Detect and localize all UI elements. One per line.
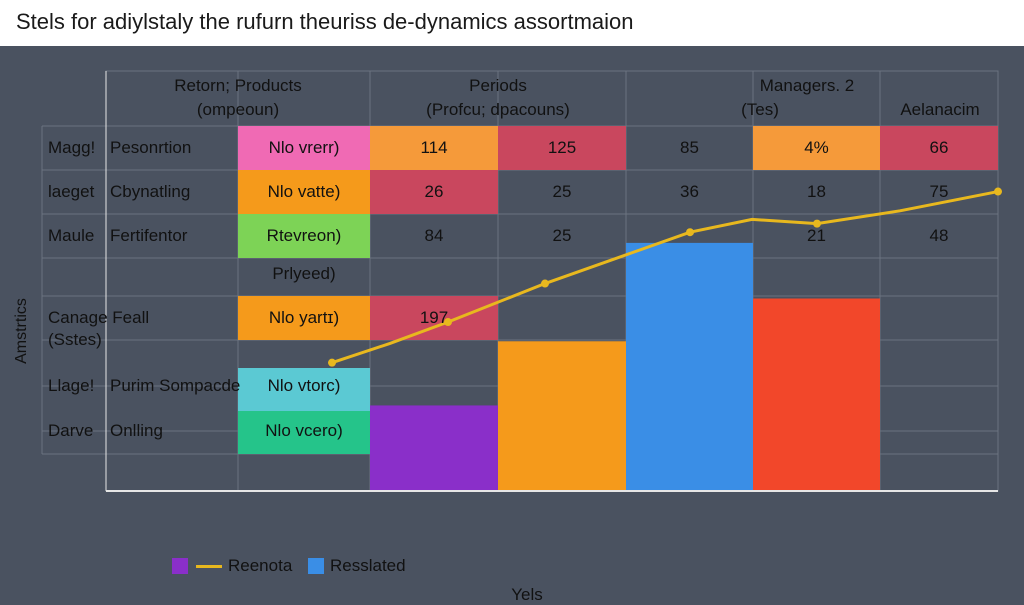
- row-name: Pesonrtion: [110, 138, 192, 157]
- row-code: Darve: [48, 421, 94, 440]
- header-col1: Retorn; Products: [174, 76, 302, 95]
- header-col1-sub: (ompeoun): [196, 100, 280, 119]
- value-label: 75: [929, 182, 949, 201]
- header-col3-sub: (Tes): [741, 100, 779, 119]
- row-name: Onlling: [110, 421, 163, 440]
- row-code: laeget: [48, 182, 95, 201]
- header-col3: Managers. 2: [759, 76, 855, 95]
- value-cell: [498, 126, 626, 170]
- row-tag: Prlyeed): [272, 264, 336, 283]
- value-label: 84: [424, 226, 444, 245]
- line-point: [813, 219, 821, 228]
- header-col2-sub: (Profcu; dpacouns): [426, 100, 570, 119]
- line-point: [444, 318, 452, 327]
- line-point: [541, 279, 549, 288]
- value-cell: [753, 126, 880, 170]
- chart-area: Retorn; Products (ompeoun) Periods (Profcu;…: [0, 46, 1024, 604]
- tag-cell: [238, 170, 370, 214]
- value-label: 25: [552, 182, 572, 201]
- title-bar: Stels for adiylstaly the rufurn theuriss…: [0, 0, 1024, 46]
- legend-item-reenota: Reenota: [172, 556, 292, 576]
- tag-cell: [238, 296, 370, 340]
- row-name: Purim Sompacde: [110, 376, 241, 395]
- tag-cell: [238, 411, 370, 454]
- value-label: 197: [419, 308, 449, 327]
- row-code: Canage Feall: [48, 308, 150, 327]
- legend-label: Resslated: [330, 556, 406, 575]
- value-label: 4%: [804, 138, 829, 157]
- value-label: 18: [807, 182, 826, 201]
- page-title: Stels for adiylstaly the rufurn theuriss…: [16, 9, 634, 34]
- tag-cell: [238, 368, 370, 411]
- legend-line-icon: [196, 564, 222, 568]
- value-label: 48: [929, 226, 949, 245]
- row-tag: Nlo vtorc): [267, 376, 341, 395]
- bar: [370, 405, 498, 491]
- line-point: [686, 228, 694, 237]
- tag-cell: [238, 214, 370, 258]
- value-label: 25: [552, 226, 572, 245]
- value-cell: [880, 126, 998, 170]
- legend-swatch-blue: [308, 558, 324, 574]
- row-code: Maule: [48, 226, 95, 245]
- value-label: 85: [680, 138, 699, 157]
- chart-plot: [41, 70, 1002, 492]
- header-col4: Aelanacim: [900, 100, 980, 119]
- row-tag: Nlo yartɪ): [268, 308, 340, 327]
- value-label: 66: [929, 138, 949, 157]
- legend-swatch-purple: [172, 558, 188, 574]
- header-col2: Periods: [469, 76, 527, 95]
- row-tag: Nlo vrerr): [268, 138, 340, 157]
- bar: [753, 298, 880, 491]
- line-point: [328, 358, 336, 367]
- row-tag: Nlo vatte): [267, 182, 341, 201]
- row-code: Magg!: [48, 138, 96, 157]
- bar: [626, 242, 753, 491]
- tag-cell: [238, 126, 370, 170]
- line-point: [994, 187, 1002, 196]
- row-tag: Rtevreon): [266, 226, 342, 245]
- y-axis-label: Amstrtics: [13, 298, 30, 364]
- value-cell: [370, 126, 498, 170]
- row-name: Fertifentor: [110, 226, 188, 245]
- legend-label: Reenota: [228, 556, 293, 575]
- legend-item-resslated: Resslated: [308, 556, 406, 576]
- value-label: 125: [547, 138, 577, 157]
- value-label: 114: [420, 138, 448, 157]
- bar: [498, 341, 626, 491]
- row-name: Cbynatling: [110, 182, 191, 201]
- value-cell: [370, 170, 498, 214]
- value-label: 36: [680, 182, 699, 201]
- row-code-sub: (Sstes): [48, 330, 102, 349]
- row-code: Llage!: [48, 376, 95, 395]
- row-tag: Nlo vcero): [265, 421, 343, 440]
- value-cell: [370, 296, 498, 340]
- x-axis-label: Yels: [511, 585, 543, 604]
- value-label: 21: [807, 226, 826, 245]
- value-label: 26: [424, 182, 444, 201]
